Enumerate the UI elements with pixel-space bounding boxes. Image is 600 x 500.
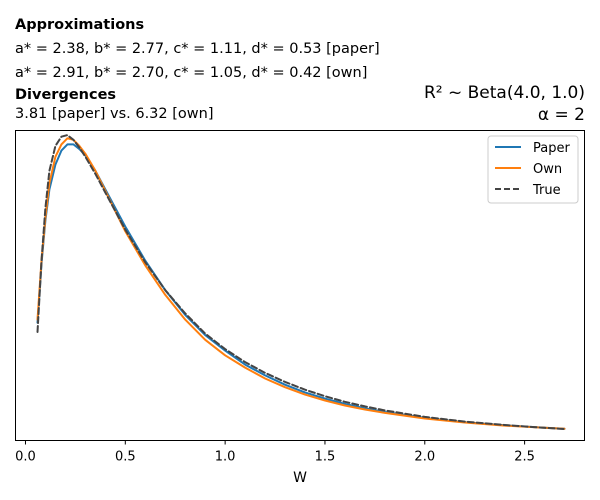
- chart-title-line1: R² ~ Beta(4.0, 1.0): [423, 83, 585, 103]
- legend-label-true: True: [532, 183, 561, 198]
- chart-title-line2: α = 2: [537, 105, 585, 125]
- x-tick-label: 2.5: [514, 450, 535, 465]
- legend: Paper Own True: [487, 135, 579, 204]
- x-tick-label: 2.0: [414, 450, 435, 465]
- x-tick-label: 1.0: [215, 450, 236, 465]
- approximations-heading: Approximations: [15, 17, 145, 33]
- divergence-values: 3.81 [paper] vs. 6.32 [own]: [15, 106, 214, 122]
- chart-title: R² ~ Beta(4.0, 1.0) α = 2: [424, 82, 585, 126]
- x-tick-label: 0.0: [15, 450, 36, 465]
- series-line-own: [36, 137, 566, 430]
- divergences-heading: Divergences: [15, 87, 117, 103]
- approx-paper-params: a* = 2.38, b* = 2.77, c* = 1.11, d* = 0.…: [15, 41, 380, 57]
- series-line-paper: [36, 143, 566, 430]
- axes-frame: [15, 130, 585, 441]
- x-axis-label: W: [293, 470, 307, 486]
- legend-label-paper: Paper: [533, 141, 570, 156]
- series-layer: [36, 134, 566, 430]
- series-line-true: [36, 134, 566, 430]
- legend-label-own: Own: [533, 162, 562, 177]
- legend-box: [487, 135, 579, 204]
- x-tick-label: 1.5: [315, 450, 336, 465]
- x-tick-label: 0.5: [115, 450, 136, 465]
- approx-own-params: a* = 2.91, b* = 2.70, c* = 1.05, d* = 0.…: [15, 65, 368, 81]
- x-axis: 0.0 0.5 1.0 1.5 2.0 2.5: [15, 440, 535, 465]
